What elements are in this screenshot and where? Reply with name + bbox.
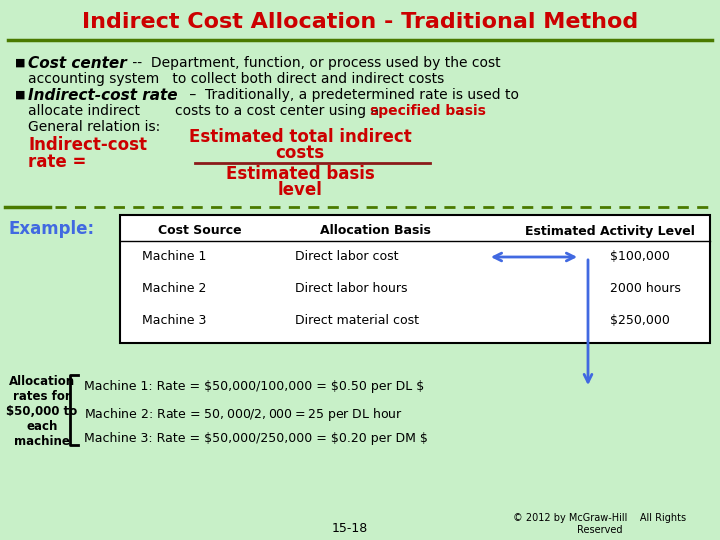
Text: --  Department, function, or process used by the cost: -- Department, function, or process used… <box>128 56 500 70</box>
Text: Allocation
rates for
$50,000 to
each
machine: Allocation rates for $50,000 to each mac… <box>6 375 78 448</box>
Text: Direct labor cost: Direct labor cost <box>295 251 398 264</box>
Text: allocate indirect        costs to a cost center using a: allocate indirect costs to a cost center… <box>28 104 384 118</box>
Text: .: . <box>458 104 462 118</box>
Text: Allocation Basis: Allocation Basis <box>320 225 431 238</box>
Text: ■: ■ <box>15 90 25 100</box>
Text: General relation is:: General relation is: <box>28 120 161 134</box>
Text: © 2012 by McGraw-Hill    All Rights
Reserved: © 2012 by McGraw-Hill All Rights Reserve… <box>513 513 687 535</box>
Text: Cost center: Cost center <box>28 56 127 71</box>
Text: Indirect-cost rate: Indirect-cost rate <box>28 88 178 103</box>
Text: Machine 2: Machine 2 <box>142 282 207 295</box>
Text: Estimated basis: Estimated basis <box>225 165 374 183</box>
Text: Direct material cost: Direct material cost <box>295 314 419 327</box>
Text: 15-18: 15-18 <box>332 522 368 535</box>
Text: 2000 hours: 2000 hours <box>610 282 681 295</box>
Text: Indirect Cost Allocation - Traditional Method: Indirect Cost Allocation - Traditional M… <box>82 12 638 32</box>
Text: Cost Source: Cost Source <box>158 225 242 238</box>
Text: Machine 1: Machine 1 <box>142 251 207 264</box>
Text: Direct labor hours: Direct labor hours <box>295 282 408 295</box>
Text: $100,000: $100,000 <box>610 251 670 264</box>
Text: Example:: Example: <box>8 220 94 238</box>
Text: $250,000: $250,000 <box>610 314 670 327</box>
Text: ■: ■ <box>15 58 25 68</box>
Text: –  Traditionally, a predetermined rate is used to: – Traditionally, a predetermined rate is… <box>185 88 519 102</box>
Text: Machine 1: Rate = $50,000/100,000 = $0.50 per DL $: Machine 1: Rate = $50,000/100,000 = $0.5… <box>84 380 424 393</box>
Text: accounting system   to collect both direct and indirect costs: accounting system to collect both direct… <box>28 72 444 86</box>
Text: Estimated Activity Level: Estimated Activity Level <box>525 225 695 238</box>
Text: rate =: rate = <box>28 153 86 171</box>
Text: specified basis: specified basis <box>370 104 486 118</box>
FancyBboxPatch shape <box>120 215 710 343</box>
Text: Estimated total indirect: Estimated total indirect <box>189 128 411 146</box>
Text: Indirect-cost: Indirect-cost <box>28 136 147 154</box>
Text: Machine 3: Machine 3 <box>142 314 207 327</box>
Text: level: level <box>278 181 323 199</box>
Text: Machine 3: Rate = $50,000/250,000 = $0.20 per DM $: Machine 3: Rate = $50,000/250,000 = $0.2… <box>84 432 428 445</box>
Text: costs: costs <box>276 144 325 162</box>
Text: Machine 2: Rate = $50,000/2,000 = $25 per DL hour: Machine 2: Rate = $50,000/2,000 = $25 pe… <box>84 406 403 423</box>
